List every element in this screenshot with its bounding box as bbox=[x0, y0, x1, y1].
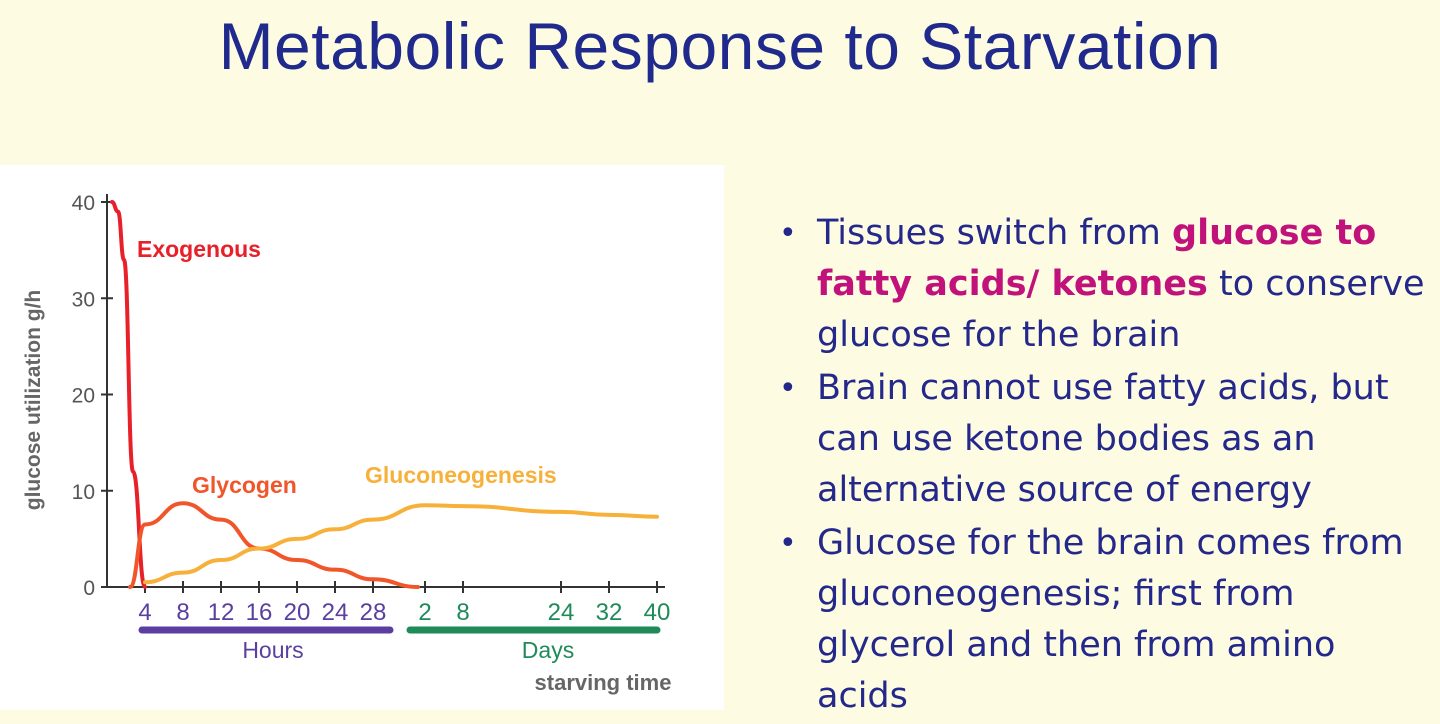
x-axis-title: starving time bbox=[535, 670, 672, 695]
hours-group-label: Hours bbox=[242, 637, 303, 663]
x-tick-label: 28 bbox=[360, 599, 387, 626]
x-tick-label: 24 bbox=[548, 599, 575, 626]
slide-title: Metabolic Response to Starvation bbox=[0, 8, 1440, 84]
series-line-gluconeogenesis bbox=[145, 505, 657, 582]
y-tick-label: 10 bbox=[72, 481, 95, 504]
x-tick-label: 2 bbox=[418, 599, 431, 626]
y-axis-title: glucose utilization g/h bbox=[22, 290, 45, 511]
days-group-label: Days bbox=[522, 637, 574, 663]
bullet-dot-icon: • bbox=[779, 518, 797, 569]
bullet-dot-icon: • bbox=[779, 208, 797, 259]
bullet-text: Tissues switch from bbox=[817, 213, 1172, 253]
x-tick-label: 12 bbox=[208, 599, 235, 626]
x-tick-label: 8 bbox=[456, 599, 469, 626]
bullet-item: •Tissues switch from glucose to fatty ac… bbox=[775, 208, 1435, 361]
x-tick-label: 16 bbox=[246, 599, 273, 626]
x-tick-label: 40 bbox=[644, 599, 671, 626]
bullet-item: • Glucose for the brain comes from glucon… bbox=[775, 518, 1435, 722]
series-label: Exogenous bbox=[137, 236, 261, 262]
y-tick-label: 40 bbox=[72, 192, 95, 215]
series-label: Glycogen bbox=[192, 472, 297, 498]
y-tick-label: 0 bbox=[83, 577, 95, 600]
series-label: Gluconeogenesis bbox=[365, 462, 557, 488]
y-tick-label: 20 bbox=[72, 385, 95, 408]
y-tick-label: 30 bbox=[72, 288, 95, 311]
bullet-dot-icon: • bbox=[779, 363, 797, 414]
x-tick-label: 32 bbox=[596, 599, 623, 626]
bullet-list: •Tissues switch from glucose to fatty ac… bbox=[775, 208, 1435, 724]
x-tick-label: 24 bbox=[322, 599, 349, 626]
x-tick-label: 20 bbox=[284, 599, 311, 626]
bullet-item: • Brain cannot use fatty acids, but can u… bbox=[775, 363, 1435, 516]
bullet-text: Brain cannot use fatty acids, but can us… bbox=[817, 368, 1389, 510]
bullet-text: Glucose for the brain comes from glucone… bbox=[817, 523, 1404, 716]
x-tick-label: 4 bbox=[138, 599, 151, 626]
x-tick-label: 8 bbox=[176, 599, 189, 626]
